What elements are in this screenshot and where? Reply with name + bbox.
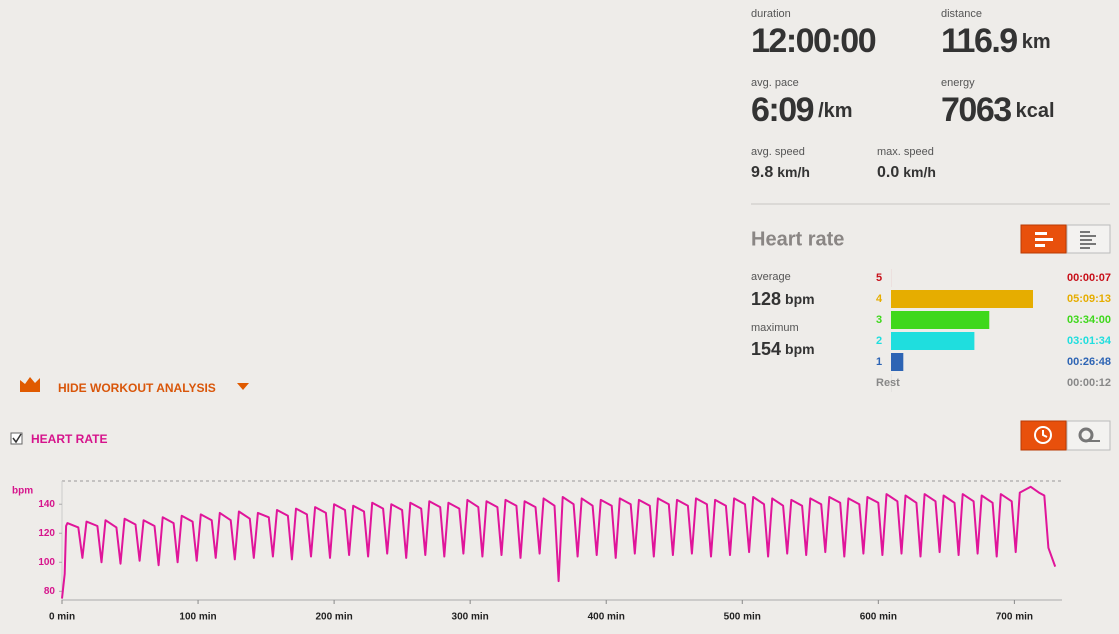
- hr-label: maximum: [751, 322, 799, 334]
- section-title: Heart rate: [751, 228, 844, 250]
- unit: /km: [818, 100, 852, 122]
- zone-view-button[interactable]: [1020, 224, 1067, 254]
- stat-value: 0.0 km/h: [877, 164, 936, 182]
- y-tick-label: 100: [38, 557, 55, 568]
- dropdown-arrow[interactable]: [237, 383, 249, 390]
- stat-label: duration: [751, 8, 791, 20]
- stat-label: avg. pace: [751, 77, 799, 89]
- x-tick-label: 400 min: [588, 612, 625, 623]
- zone-time: 03:01:34: [1067, 335, 1112, 347]
- distance-axis-button[interactable]: [1066, 420, 1111, 451]
- icon: [20, 377, 40, 392]
- x-tick-label: 300 min: [452, 612, 489, 623]
- analysis-icon[interactable]: [20, 377, 40, 392]
- icon: [1035, 244, 1045, 247]
- button[interactable]: [1066, 420, 1111, 451]
- stat-label: energy: [941, 77, 975, 89]
- checkbox[interactable]: [10, 432, 23, 445]
- x-tick-label: 200 min: [315, 612, 352, 623]
- unit: km: [1022, 31, 1051, 53]
- zone-label: 1: [876, 356, 882, 368]
- zone-label: 4: [876, 293, 883, 305]
- value: 128: [751, 289, 781, 309]
- zone-bar: [891, 290, 1033, 308]
- icon: [1080, 243, 1096, 245]
- zone-bar: [891, 353, 904, 371]
- x-tick-label: 500 min: [724, 612, 761, 623]
- stat-value: 7063 kcal: [941, 91, 1055, 129]
- zone-label: 2: [876, 335, 882, 347]
- stat-value: 116.9 km: [941, 22, 1051, 60]
- value: 0.0: [877, 164, 899, 181]
- x-tick-label: 700 min: [996, 612, 1033, 623]
- zone-label: Rest: [876, 377, 900, 389]
- icon: [1035, 238, 1053, 241]
- icon: [1035, 232, 1047, 235]
- zone-time: 00:26:48: [1067, 356, 1111, 368]
- unit: km/h: [777, 164, 810, 180]
- zone-label: 5: [876, 272, 882, 284]
- zone-time: 00:00:12: [1067, 377, 1111, 389]
- stat-label: avg. speed: [751, 146, 805, 158]
- toggle-analysis[interactable]: HIDE WORKOUT ANALYSIS: [58, 381, 216, 395]
- y-axis-label: bpm: [12, 486, 33, 497]
- y-tick-label: 80: [44, 586, 56, 597]
- icon: [1080, 235, 1096, 237]
- zone-bar: [891, 332, 975, 350]
- stat-value: 9.8 km/h: [751, 164, 810, 182]
- unit: bpm: [785, 291, 815, 307]
- x-tick-label: 0 min: [49, 612, 75, 623]
- unit: kcal: [1016, 100, 1055, 122]
- zone-label: 3: [876, 314, 882, 326]
- value: 116.9: [941, 22, 1017, 60]
- x-tick-label: 600 min: [860, 612, 897, 623]
- zone-time: 05:09:13: [1067, 293, 1111, 305]
- y-tick-label: 140: [38, 499, 55, 510]
- zone-time: 03:34:00: [1067, 314, 1111, 326]
- hr-value: 128 bpm: [751, 289, 815, 309]
- unit: bpm: [785, 341, 815, 357]
- series-toggle[interactable]: HEART RATE: [31, 432, 107, 446]
- icon: [1080, 231, 1090, 233]
- hr-label: average: [751, 271, 791, 283]
- zone-time: 00:00:07: [1067, 272, 1111, 284]
- value: 6:09: [751, 91, 814, 129]
- y-tick-label: 120: [38, 528, 55, 539]
- x-tick-label: 100 min: [179, 612, 216, 623]
- icon: [1080, 247, 1090, 249]
- unit: km/h: [903, 164, 936, 180]
- list-view-button[interactable]: [1066, 224, 1111, 254]
- checkmark: [12, 433, 22, 444]
- icon: [1042, 430, 1048, 438]
- value: 154: [751, 339, 781, 359]
- stat-label: max. speed: [877, 146, 934, 158]
- value: 9.8: [751, 164, 773, 181]
- zone-bar: [891, 311, 990, 329]
- stat-value: 6:09/km: [751, 91, 853, 129]
- heart-rate-line: [61, 485, 1057, 599]
- value: 7063: [941, 91, 1011, 129]
- stat-value: 12:00:00: [751, 22, 876, 60]
- hr-value: 154 bpm: [751, 339, 815, 359]
- icon: [1034, 426, 1052, 444]
- icon: [1080, 239, 1092, 241]
- time-axis-button[interactable]: [1020, 420, 1067, 451]
- stat-label: distance: [941, 8, 982, 20]
